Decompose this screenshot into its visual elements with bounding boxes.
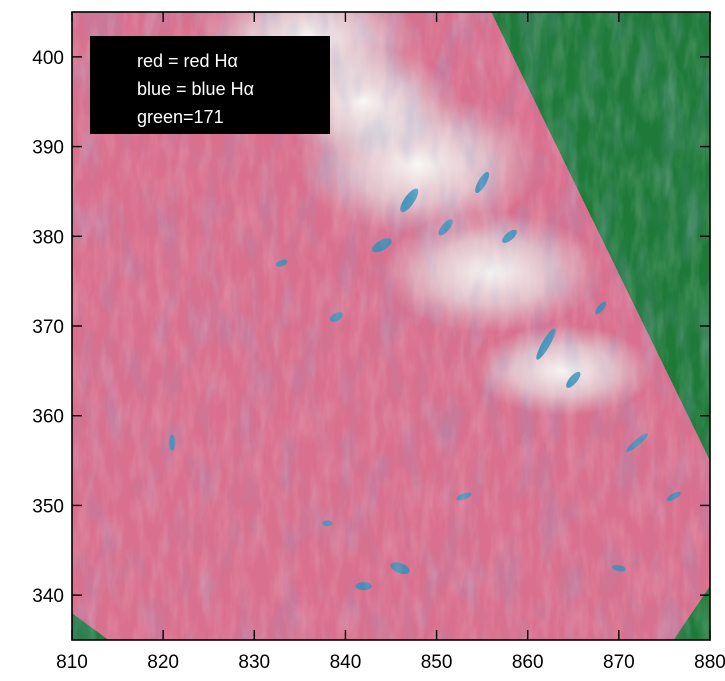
y-tick-label: 370 bbox=[32, 317, 64, 338]
x-tick-label: 830 bbox=[238, 652, 270, 673]
legend-background bbox=[90, 36, 330, 134]
legend-entry-green: green=171 bbox=[137, 107, 224, 127]
x-tick-label: 880 bbox=[694, 652, 725, 673]
x-tick-label: 810 bbox=[56, 652, 88, 673]
x-tick-label: 860 bbox=[512, 652, 544, 673]
legend: red = red Hα blue = blue Hα green=171 bbox=[90, 36, 330, 134]
x-tick-label: 850 bbox=[421, 652, 453, 673]
y-tick-label: 350 bbox=[32, 496, 64, 517]
x-tick-label: 820 bbox=[147, 652, 179, 673]
y-tick-label: 400 bbox=[32, 48, 64, 69]
x-tick-label: 840 bbox=[330, 652, 362, 673]
y-tick-label: 360 bbox=[32, 407, 64, 428]
y-tick-label: 390 bbox=[32, 138, 64, 159]
legend-entry-red: red = red Hα bbox=[137, 51, 238, 71]
legend-entry-blue: blue = blue Hα bbox=[137, 79, 254, 99]
plot-axes: 810 820 830 840 850 860 870 880 340 350 360 370 380 3… bbox=[32, 11, 725, 673]
x-tick-label: 870 bbox=[603, 652, 635, 673]
y-tick-label: 380 bbox=[32, 227, 64, 248]
y-tick-label: 340 bbox=[32, 586, 64, 607]
